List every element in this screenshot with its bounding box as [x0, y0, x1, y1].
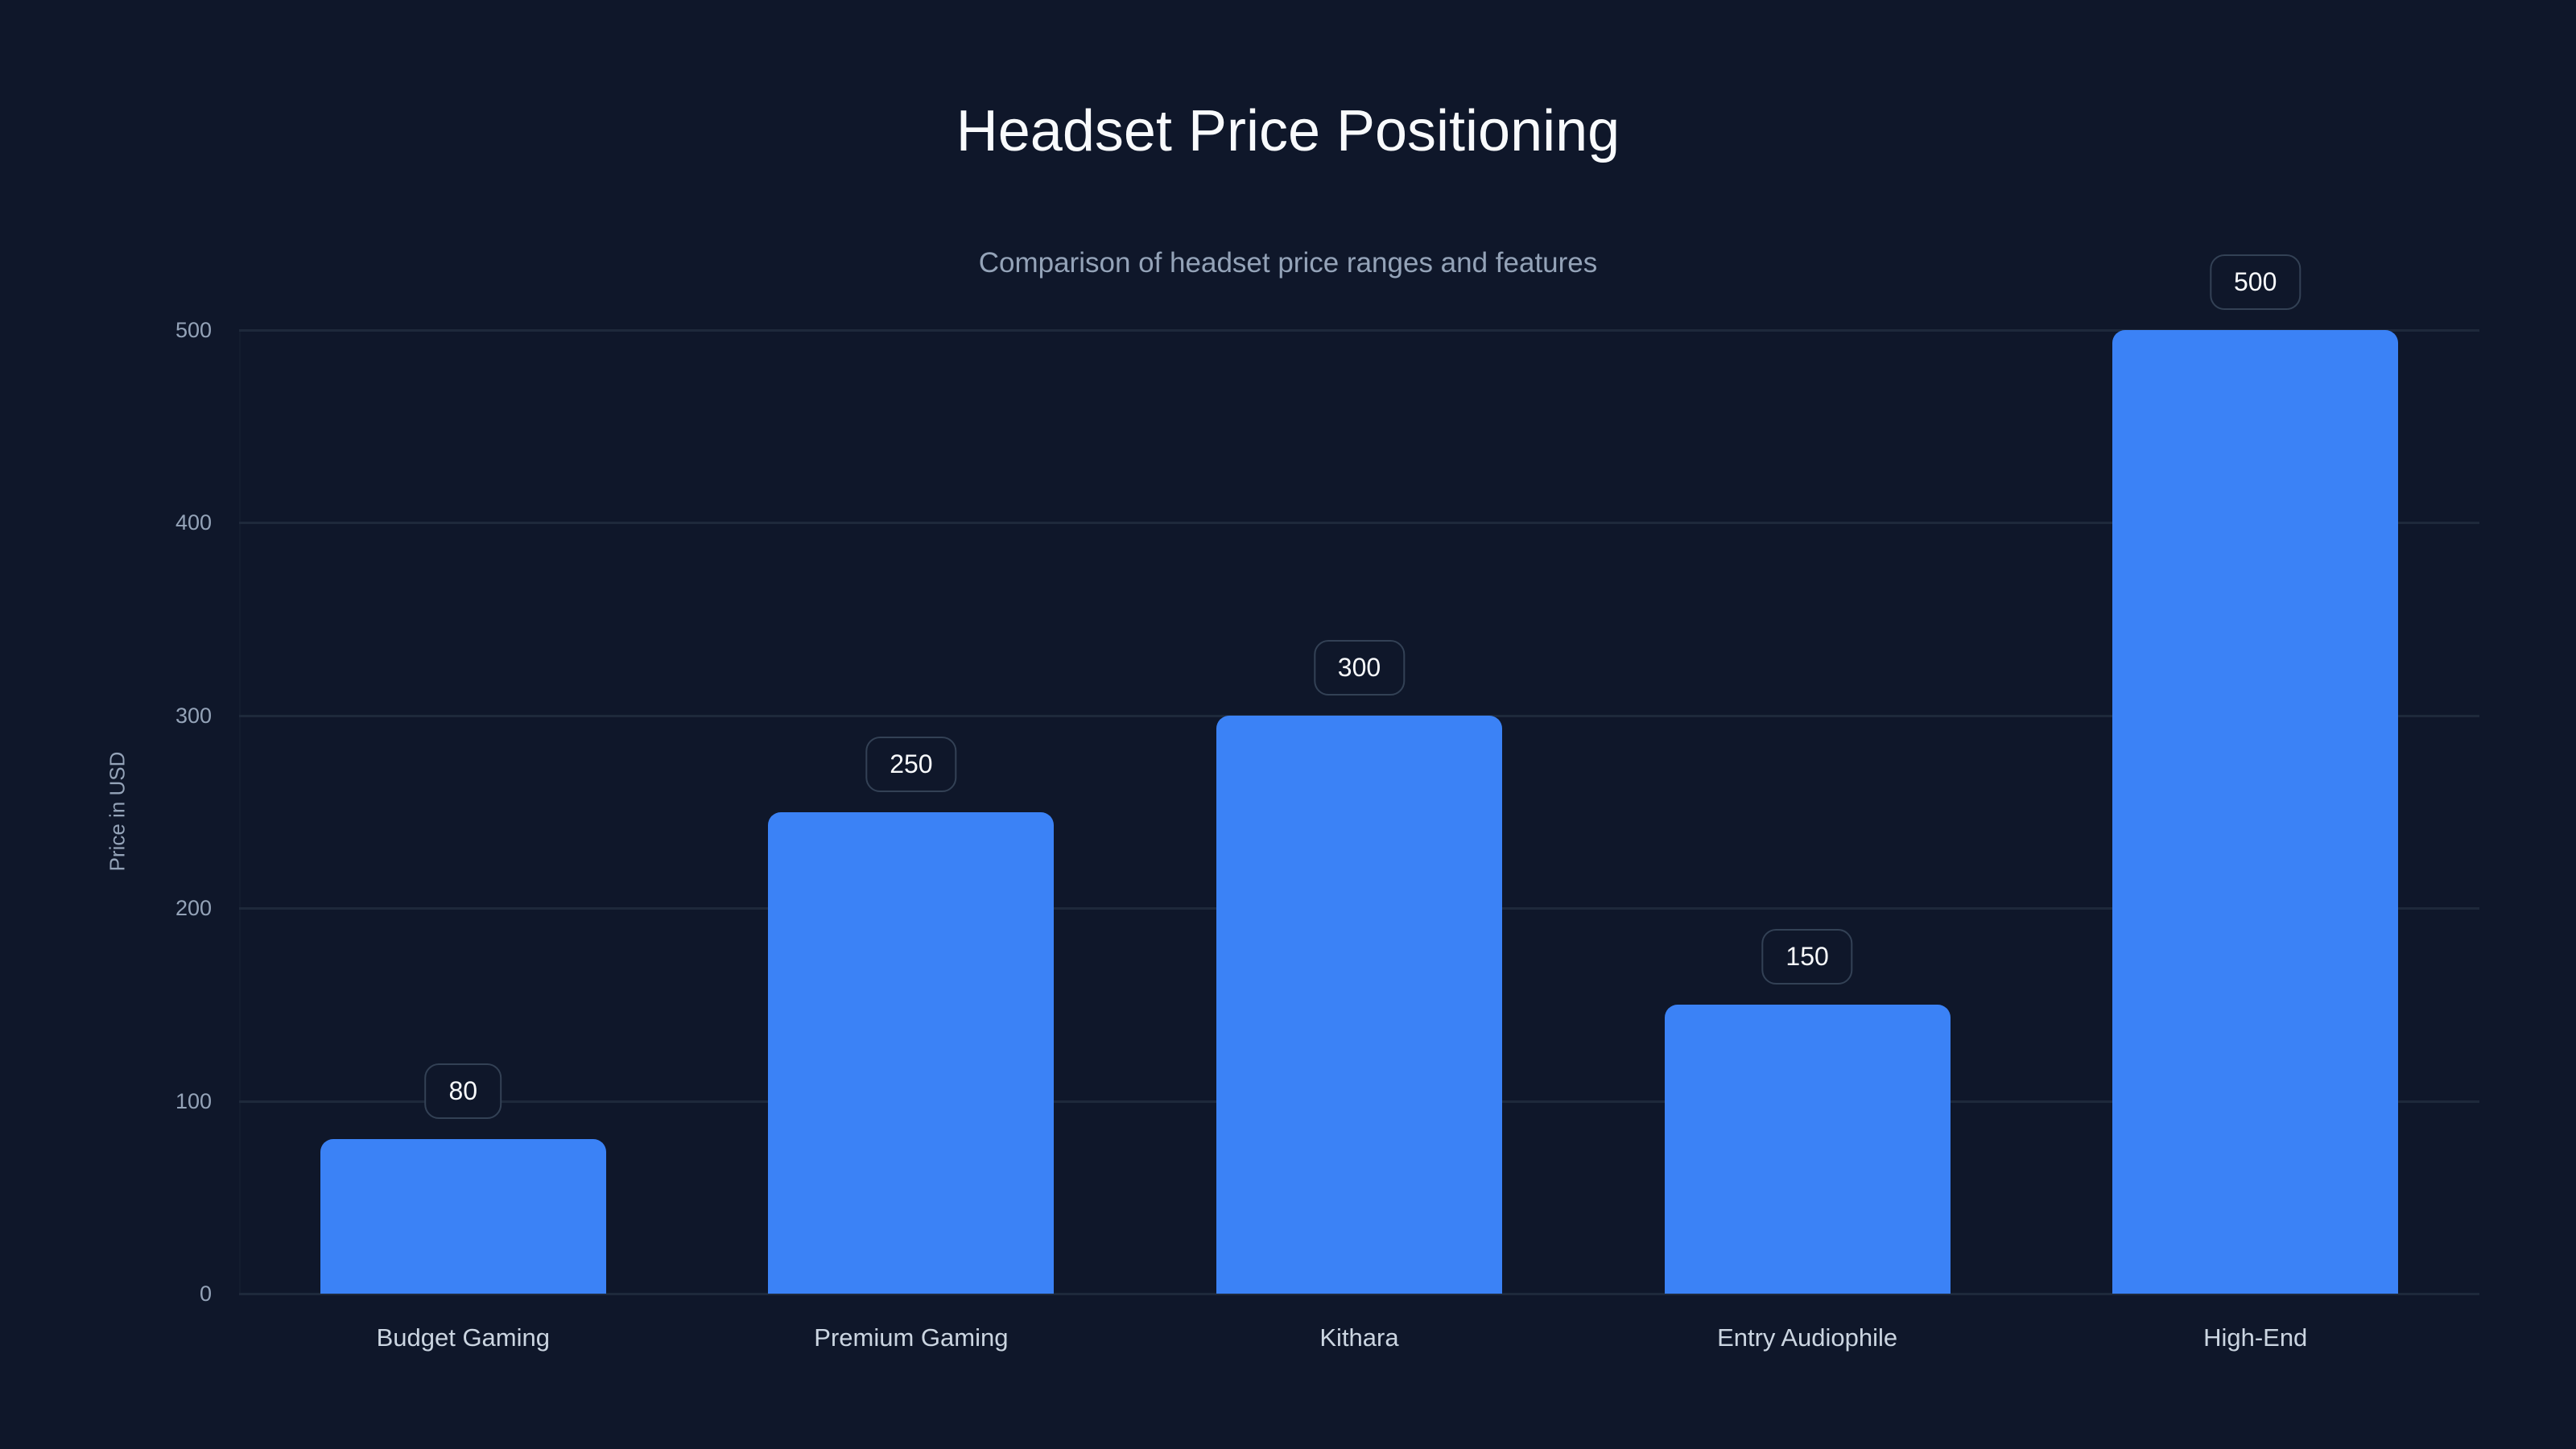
bar[interactable]	[320, 1139, 606, 1294]
x-tick-label: Entry Audiophile	[1717, 1323, 1898, 1352]
bar[interactable]	[2112, 330, 2399, 1294]
value-label: 300	[1313, 639, 1406, 696]
x-tick-label: Budget Gaming	[376, 1323, 550, 1352]
y-axis-title: Price in USD	[105, 751, 130, 872]
x-tick-label: Kithara	[1319, 1323, 1399, 1352]
value-label: 150	[1761, 928, 1853, 985]
value-label: 500	[2209, 254, 2301, 310]
value-label: 250	[865, 736, 957, 792]
y-tick-label: 300	[175, 703, 212, 728]
y-tick-label: 500	[175, 318, 212, 342]
y-tick-label: 100	[175, 1088, 212, 1113]
gridline	[239, 329, 2479, 332]
y-axis-line	[239, 330, 241, 1294]
gridline	[239, 522, 2479, 525]
x-tick-label: Premium Gaming	[814, 1323, 1009, 1352]
bar[interactable]	[1664, 1004, 1951, 1294]
x-tick-label: High-End	[2203, 1323, 2308, 1352]
chart-subtitle: Comparison of headset price ranges and f…	[978, 247, 1598, 279]
y-tick-label: 400	[175, 510, 212, 535]
bar[interactable]	[1216, 715, 1502, 1294]
plot-area: 80 250 300 150 500	[239, 254, 2479, 1295]
gridline	[239, 1293, 2479, 1295]
bar[interactable]	[768, 811, 1055, 1294]
y-tick-label: 200	[175, 896, 212, 921]
y-tick-label: 0	[199, 1282, 212, 1306]
chart-title: Headset Price Positioning	[956, 99, 1620, 163]
value-label: 80	[424, 1063, 502, 1120]
